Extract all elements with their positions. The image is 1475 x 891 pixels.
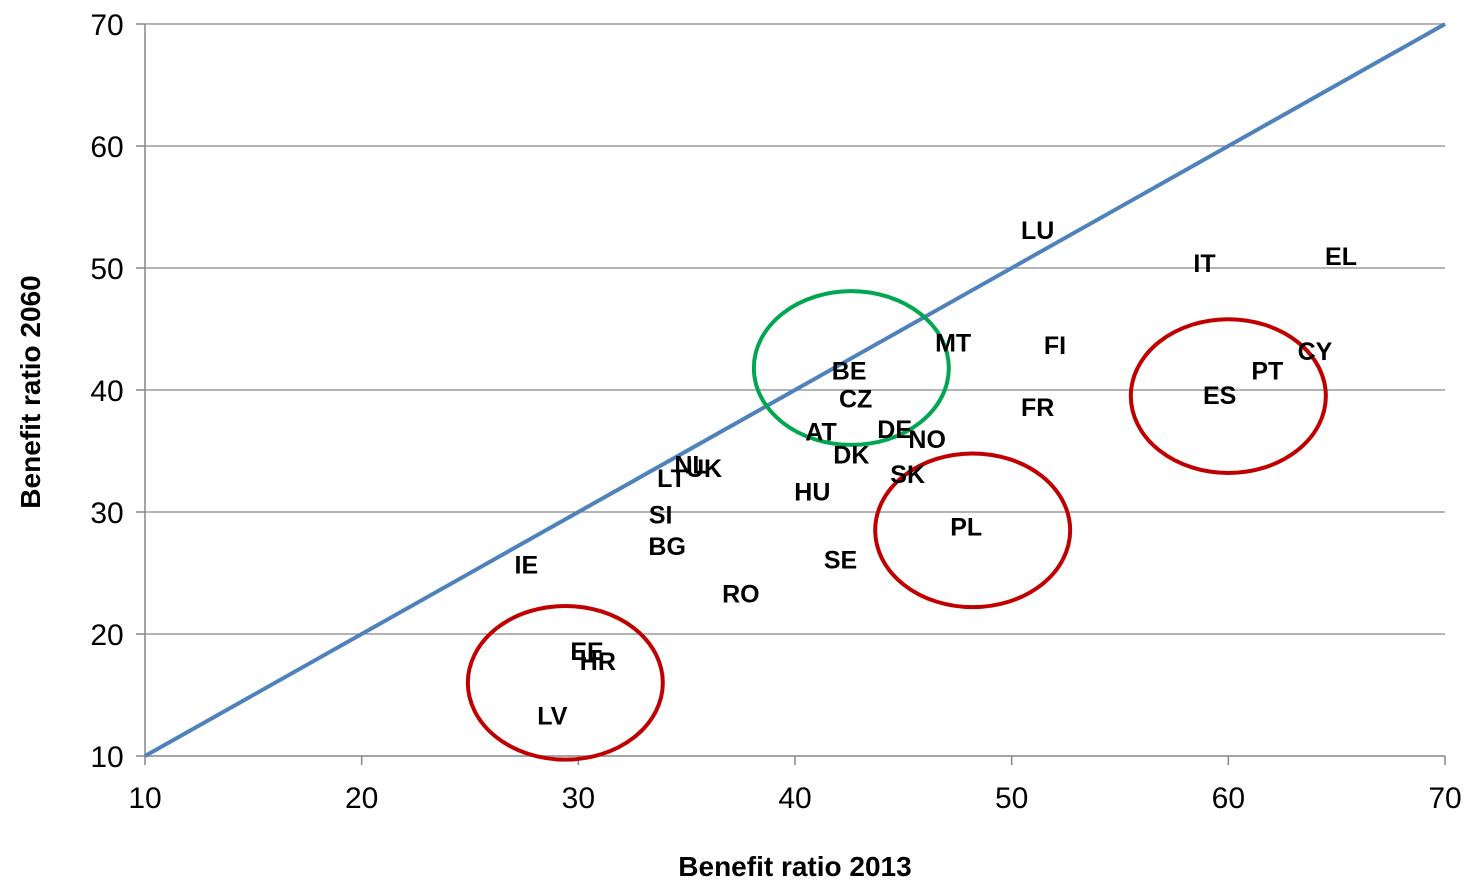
point-label-be: BE xyxy=(832,357,867,385)
highlight-circle-2 xyxy=(465,603,665,762)
point-label-cy: CY xyxy=(1298,338,1333,366)
x-tick-label-60: 60 xyxy=(1212,782,1245,815)
x-tick-label-40: 40 xyxy=(778,782,811,815)
axes xyxy=(136,23,1446,765)
reference-line xyxy=(144,22,1446,758)
point-label-bg: BG xyxy=(648,533,686,561)
point-label-at: AT xyxy=(805,418,836,446)
point-label-uk: UK xyxy=(686,455,722,483)
point-label-nl: NL xyxy=(674,451,707,479)
point-label-ro: RO xyxy=(722,581,760,609)
x-tick-label-10: 10 xyxy=(128,782,161,815)
point-label-ee: EE xyxy=(570,638,603,666)
x-axis-title: Benefit ratio 2013 xyxy=(678,851,911,882)
y-tick-label-40: 40 xyxy=(90,375,123,408)
x-tick-label-50: 50 xyxy=(995,782,1028,815)
point-label-ie: IE xyxy=(515,551,539,579)
y-tick-label-60: 60 xyxy=(90,131,123,164)
highlight-circle-1 xyxy=(751,289,951,447)
point-label-pt: PT xyxy=(1251,357,1283,385)
point-label-cz: CZ xyxy=(839,386,872,414)
x-tick-label-20: 20 xyxy=(345,782,378,815)
highlight-circles xyxy=(465,289,1328,762)
point-label-lv: LV xyxy=(537,703,567,731)
highlight-circle-3 xyxy=(873,451,1073,610)
point-label-pl: PL xyxy=(950,514,982,542)
x-tick-label-30: 30 xyxy=(562,782,595,815)
point-label-se: SE xyxy=(824,547,857,575)
point-label-no: NO xyxy=(908,426,946,454)
x-tick-label-70: 70 xyxy=(1428,782,1461,815)
y-tick-label-30: 30 xyxy=(90,497,123,530)
point-label-sk: SK xyxy=(890,461,925,489)
y-tick-label-20: 20 xyxy=(90,619,123,652)
point-label-fi: FI xyxy=(1044,332,1066,360)
y-axis-title: Benefit ratio 2060 xyxy=(15,275,46,508)
point-label-hu: HU xyxy=(794,478,830,506)
y-tick-label-50: 50 xyxy=(90,253,123,286)
point-label-si: SI xyxy=(649,501,673,529)
point-label-hr: HR xyxy=(580,648,616,676)
point-label-dk: DK xyxy=(833,442,869,470)
point-label-es: ES xyxy=(1203,382,1236,410)
point-label-el: EL xyxy=(1325,243,1357,271)
reference-line-group xyxy=(144,22,1446,758)
point-label-de: DE xyxy=(877,416,912,444)
gridlines xyxy=(145,23,1445,635)
point-label-mt: MT xyxy=(935,329,971,357)
point-label-lt: LT xyxy=(657,465,686,493)
y-tick-label-10: 10 xyxy=(90,741,123,774)
point-label-it: IT xyxy=(1193,250,1215,278)
point-label-lu: LU xyxy=(1021,217,1054,245)
point-label-fr: FR xyxy=(1021,394,1054,422)
y-tick-label-70: 70 xyxy=(90,9,123,42)
highlight-circle-4 xyxy=(1128,317,1328,475)
tick-labels: 10 20 30 40 50 60 70 10 20 30 40 50 60 70 xyxy=(90,9,1461,815)
